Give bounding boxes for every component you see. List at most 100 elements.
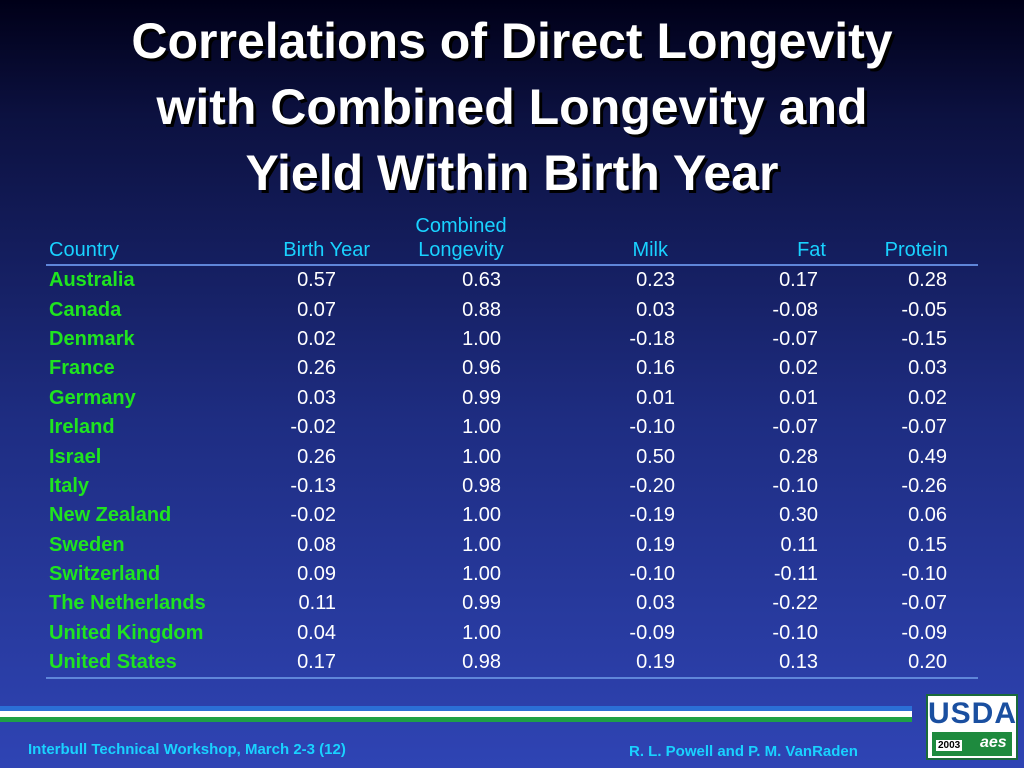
title-line-1: Correlations of Direct Longevity [131, 13, 893, 69]
birth-year-cell: 0.26 [297, 357, 336, 380]
protein-cell: 0.28 [908, 269, 947, 292]
protein-cell: -0.10 [901, 563, 947, 586]
protein-cell: 0.20 [856, 648, 978, 680]
header-country: Country [46, 214, 244, 266]
protein-cell: 0.02 [908, 386, 947, 409]
table-row: United States 0.17 0.98 0.19 0.13 0.20 [46, 648, 978, 680]
fat-cell: -0.22 [772, 592, 818, 615]
birth-year-cell: 0.17 [244, 648, 376, 680]
header-protein: Protein [856, 214, 978, 266]
milk-cell: -0.10 [629, 416, 675, 439]
table-row: The Netherlands 0.11 0.99 0.03 -0.22 -0.07 [46, 589, 978, 618]
milk-cell: -0.10 [629, 563, 675, 586]
fat-cell: 0.02 [779, 357, 818, 380]
combined-longevity-cell: 0.98 [462, 474, 501, 497]
country-cell: Switzerland [49, 563, 161, 586]
fat-cell: -0.08 [772, 298, 818, 321]
table-header-row: Country Birth Year Combined Longevity Mil… [46, 214, 978, 266]
birth-year-cell: 0.03 [297, 386, 336, 409]
usda-logo-year: 2003 [936, 740, 963, 751]
country-cell: Canada [49, 298, 122, 321]
protein-cell: -0.09 [901, 621, 947, 644]
table-row: Canada 0.07 0.88 0.03 -0.08 -0.05 [46, 295, 978, 324]
milk-cell: 0.23 [636, 269, 675, 292]
milk-cell: -0.09 [629, 621, 675, 644]
fat-cell: -0.07 [772, 416, 818, 439]
birth-year-cell: -0.02 [290, 416, 336, 439]
combined-longevity-cell: 1.00 [462, 533, 501, 556]
protein-cell: -0.07 [901, 416, 947, 439]
birth-year-cell: -0.13 [290, 474, 336, 497]
usda-logo: USDA 2003 aes [926, 694, 1018, 760]
milk-cell: 0.50 [636, 445, 675, 468]
combined-longevity-cell: 1.00 [462, 416, 501, 439]
fat-cell: -0.10 [772, 474, 818, 497]
fat-cell: 0.13 [724, 648, 856, 680]
birth-year-cell: 0.57 [297, 269, 336, 292]
milk-cell: 0.01 [636, 386, 675, 409]
protein-cell: 0.49 [908, 445, 947, 468]
table-row: France 0.26 0.96 0.16 0.02 0.03 [46, 354, 978, 383]
slide-title: Correlations of Direct Longevity with Co… [0, 8, 1024, 206]
table-row: United Kingdom 0.04 1.00 -0.09 -0.10 -0.09 [46, 619, 978, 648]
fat-cell: -0.10 [772, 621, 818, 644]
table-row: Switzerland 0.09 1.00 -0.10 -0.11 -0.10 [46, 560, 978, 589]
table-row: New Zealand -0.02 1.00 -0.19 0.30 0.06 [46, 501, 978, 530]
table-row: Ireland -0.02 1.00 -0.10 -0.07 -0.07 [46, 413, 978, 442]
fat-cell: 0.28 [779, 445, 818, 468]
protein-cell: 0.03 [908, 357, 947, 380]
combined-longevity-cell: 1.00 [462, 327, 501, 350]
protein-cell: -0.07 [901, 592, 947, 615]
birth-year-cell: 0.08 [297, 533, 336, 556]
birth-year-cell: 0.02 [297, 327, 336, 350]
header-birth-year: Birth Year [244, 214, 376, 266]
combined-longevity-cell: 0.99 [462, 592, 501, 615]
milk-cell: -0.19 [629, 504, 675, 527]
title-line-2: with Combined Longevity and [156, 79, 868, 135]
country-cell: New Zealand [49, 504, 172, 527]
table-row: Italy -0.13 0.98 -0.20 -0.10 -0.26 [46, 472, 978, 501]
country-cell: Italy [49, 474, 90, 497]
table-row: Israel 0.26 1.00 0.50 0.28 0.49 [46, 442, 978, 471]
correlation-table: Country Birth Year Combined Longevity Mil… [46, 214, 978, 680]
combined-longevity-cell: 0.96 [462, 357, 501, 380]
protein-cell: -0.05 [901, 298, 947, 321]
fat-cell: 0.30 [779, 504, 818, 527]
birth-year-cell: -0.02 [290, 504, 336, 527]
country-cell: Germany [49, 386, 136, 409]
birth-year-cell: 0.07 [297, 298, 336, 321]
birth-year-cell: 0.09 [297, 563, 336, 586]
country-cell: France [49, 357, 115, 380]
table-row: Denmark 0.02 1.00 -0.18 -0.07 -0.15 [46, 325, 978, 354]
footer-stripe-blue [0, 706, 912, 711]
header-combined-line-1: Combined [415, 215, 507, 237]
footer-workshop-text: Interbull Technical Workshop, March 2-3 … [28, 741, 346, 758]
fat-cell: 0.11 [780, 533, 818, 556]
footer-stripe-green [0, 717, 912, 722]
combined-longevity-cell: 1.00 [462, 563, 501, 586]
country-cell: Australia [49, 269, 135, 292]
protein-cell: 0.06 [908, 504, 947, 527]
fat-cell: -0.07 [772, 327, 818, 350]
protein-cell: 0.15 [908, 533, 947, 556]
header-combined-line-2: Longevity [418, 239, 504, 261]
country-cell: Ireland [49, 416, 115, 439]
fat-cell: 0.17 [779, 269, 818, 292]
combined-longevity-cell: 0.99 [462, 386, 501, 409]
title-line-3: Yield Within Birth Year [245, 145, 779, 201]
combined-longevity-cell: 0.63 [462, 269, 501, 292]
country-cell: United States [46, 648, 244, 680]
milk-cell: -0.20 [629, 474, 675, 497]
combined-longevity-cell: 0.98 [376, 648, 546, 680]
birth-year-cell: 0.04 [297, 621, 336, 644]
header-combined-longevity: Combined Longevity [376, 214, 546, 266]
milk-cell: 0.19 [636, 533, 675, 556]
fat-cell: 0.01 [779, 386, 818, 409]
milk-cell: 0.19 [546, 648, 724, 680]
country-cell: The Netherlands [49, 592, 206, 615]
header-milk: Milk [546, 214, 724, 266]
fat-cell: -0.11 [773, 563, 818, 586]
table-row: Germany 0.03 0.99 0.01 0.01 0.02 [46, 384, 978, 413]
usda-logo-text: USDA [928, 697, 1018, 730]
protein-cell: -0.26 [901, 474, 947, 497]
